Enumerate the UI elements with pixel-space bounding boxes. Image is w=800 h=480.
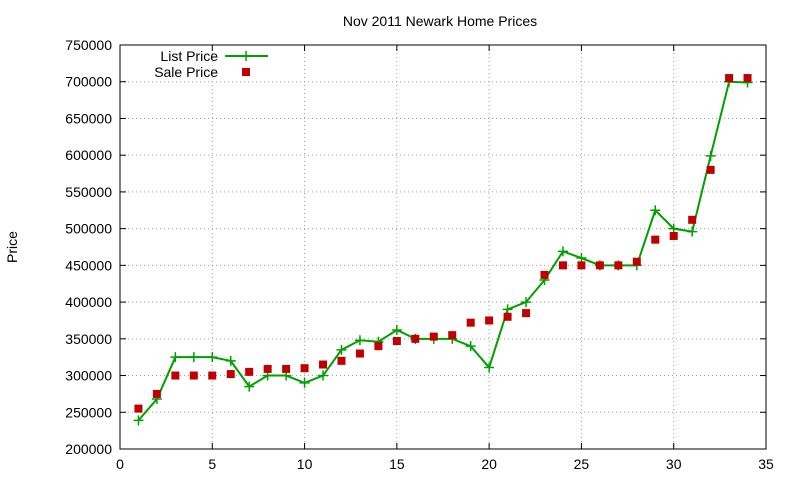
x-tick-label: 35	[758, 456, 774, 472]
sale-price-point	[319, 360, 328, 369]
sale-price-point	[392, 337, 401, 346]
list-price-point	[299, 377, 310, 388]
sale-price-point	[485, 316, 494, 325]
x-tick-label: 10	[297, 456, 313, 472]
sale-price-point	[171, 371, 180, 380]
sale-price-point	[374, 342, 383, 351]
y-tick-label: 700000	[65, 74, 112, 90]
x-tick-label: 15	[389, 456, 405, 472]
sale-price-point	[743, 74, 752, 83]
y-tick-label: 400000	[65, 294, 112, 310]
sale-price-point	[263, 364, 272, 373]
legend-label: List Price	[160, 48, 218, 64]
series-sale-price	[134, 74, 752, 413]
list-price-point	[244, 381, 255, 392]
sale-price-point	[725, 74, 734, 83]
sale-price-point	[300, 364, 309, 373]
series-list-price	[133, 76, 753, 426]
axis-ticks: 200000 250000 300000 350000 400000 450000 5000…	[65, 37, 774, 472]
sale-price-point	[522, 309, 531, 318]
sale-price-point	[355, 349, 364, 358]
sale-price-point	[411, 334, 420, 343]
y-tick-label: 200000	[65, 441, 112, 457]
sale-price-point	[651, 235, 660, 244]
x-tick-label: 25	[574, 456, 590, 472]
list-price-line	[137, 80, 748, 422]
sale-price-point	[226, 370, 235, 379]
list-price-point	[354, 335, 365, 346]
y-tick-label: 250000	[65, 404, 112, 420]
sale-price-point	[577, 261, 586, 270]
y-tick-label: 450000	[65, 257, 112, 273]
x-tick-label: 5	[208, 456, 216, 472]
legend-marker	[241, 51, 251, 61]
sale-price-point	[152, 389, 161, 398]
y-axis-label: Price	[4, 231, 20, 263]
sale-price-point	[595, 261, 604, 270]
list-price-point	[170, 352, 181, 363]
sale-price-point	[632, 257, 641, 266]
y-tick-label: 550000	[65, 184, 112, 200]
sale-price-point	[466, 318, 475, 327]
sale-price-point	[337, 356, 346, 365]
sale-price-point	[429, 332, 438, 341]
list-price-point	[207, 352, 218, 363]
y-tick-label: 750000	[65, 37, 112, 53]
sale-price-point	[558, 261, 567, 270]
list-price-point	[318, 370, 329, 381]
list-price-point	[687, 226, 698, 237]
list-price-point	[336, 344, 347, 355]
sale-price-point	[540, 270, 549, 279]
list-price-point	[650, 205, 661, 216]
list-price-point	[705, 150, 716, 161]
chart-title: Nov 2011 Newark Home Prices	[343, 13, 537, 29]
legend-marker	[242, 68, 250, 76]
x-tick-label: 20	[481, 456, 497, 472]
list-price-point	[521, 297, 532, 308]
sale-price-point	[706, 165, 715, 174]
list-price-point	[133, 415, 144, 426]
sale-price-point	[208, 371, 217, 380]
x-tick-label: 0	[116, 456, 124, 472]
sale-price-point	[669, 231, 678, 240]
sale-price-point	[614, 261, 623, 270]
sale-price-point	[688, 215, 697, 224]
list-price-point	[502, 304, 513, 315]
legend-label: Sale Price	[154, 64, 218, 80]
y-tick-label: 300000	[65, 368, 112, 384]
sale-price-point	[189, 371, 198, 380]
sale-price-point	[448, 331, 457, 340]
list-price-point	[557, 246, 568, 257]
sale-price-point	[245, 367, 254, 376]
list-price-point	[668, 223, 679, 234]
y-tick-label: 600000	[65, 147, 112, 163]
y-tick-label: 650000	[65, 110, 112, 126]
sale-price-point	[503, 312, 512, 321]
sale-price-point	[134, 404, 143, 413]
list-price-point	[576, 253, 587, 264]
plot-border	[119, 44, 767, 450]
y-tick-label: 350000	[65, 331, 112, 347]
list-price-point	[391, 325, 402, 336]
list-price-point	[465, 341, 476, 352]
list-price-point	[484, 362, 495, 373]
list-price-point	[225, 355, 236, 366]
sale-price-point	[282, 364, 291, 373]
x-tick-label: 30	[666, 456, 682, 472]
list-price-point	[188, 352, 199, 363]
series	[133, 74, 753, 426]
grid	[120, 45, 766, 449]
y-tick-label: 500000	[65, 221, 112, 237]
